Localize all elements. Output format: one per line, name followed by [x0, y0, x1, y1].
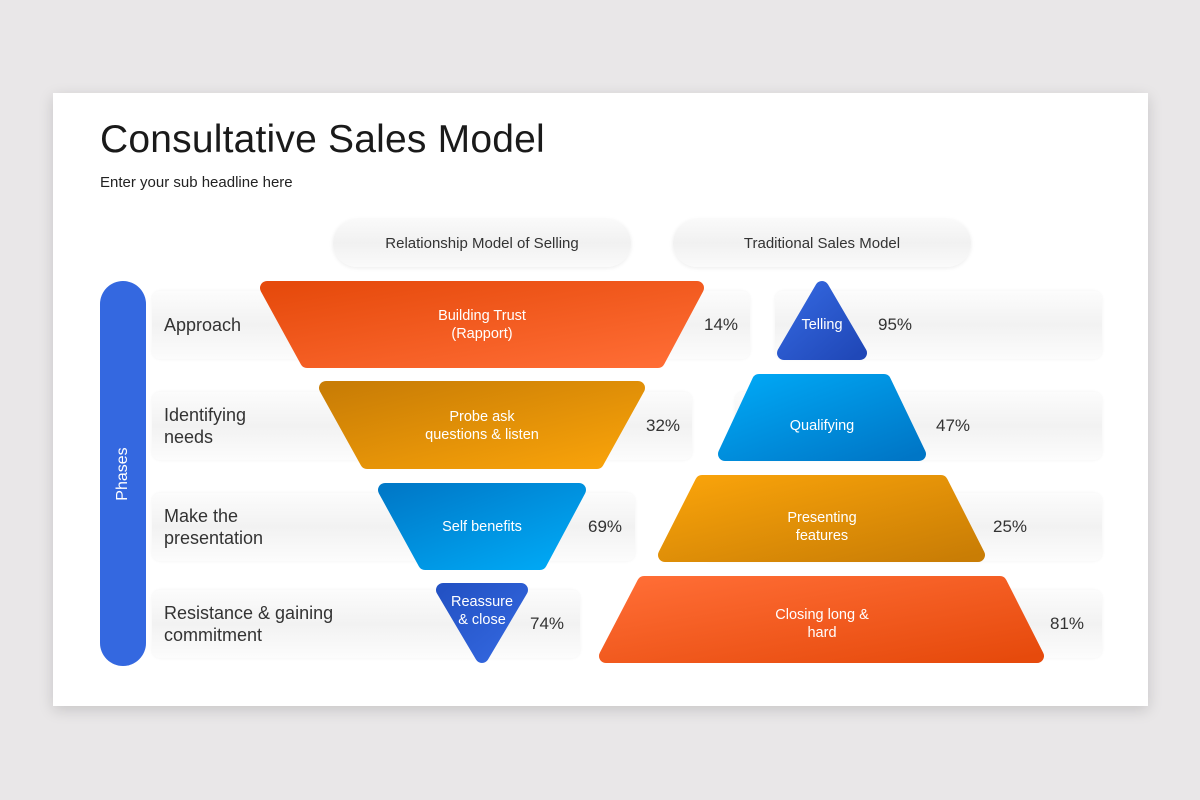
traditional-percent: 25%	[993, 517, 1028, 536]
page-title: Consultative Sales Model	[100, 118, 545, 161]
traditional-label: Qualifying	[789, 418, 855, 434]
relationship-shape	[319, 381, 645, 469]
traditional-shape	[599, 576, 1044, 663]
traditional-percent: 95%	[878, 315, 913, 334]
relationship-shape	[260, 281, 704, 368]
relationship-shape	[436, 583, 528, 663]
traditional-label: Closing long & hard	[775, 607, 869, 641]
column-header-relationship: Relationship Model of Selling	[333, 219, 631, 267]
relationship-label: Probe ask questions & listen	[425, 409, 539, 443]
relationship-label: Self benefits	[442, 519, 522, 535]
phases-bar: Phases	[100, 281, 146, 666]
relationship-shape	[378, 483, 586, 570]
page-subtitle: Enter your sub headline here	[100, 174, 293, 191]
traditional-label: Presenting features	[787, 510, 857, 544]
phase-label: Make the presentation	[164, 506, 264, 548]
traditional-label: Telling	[801, 317, 843, 333]
relationship-percent: 14%	[704, 315, 739, 334]
traditional-percent: 81%	[1050, 614, 1085, 633]
phase-label: Resistance & gaining commitment	[164, 603, 334, 645]
phase-label: Approach	[164, 315, 242, 335]
relationship-percent: 69%	[588, 517, 623, 536]
phase-label: Identifying needs	[164, 405, 247, 447]
traditional-shape	[718, 374, 926, 461]
relationship-label: Reassure & close	[450, 594, 514, 628]
relationship-percent: 74%	[530, 614, 565, 633]
traditional-shape	[658, 475, 985, 562]
column-header-traditional: Traditional Sales Model	[673, 219, 971, 267]
traditional-shape	[777, 281, 867, 360]
relationship-label: Building Trust (Rapport)	[438, 308, 526, 342]
traditional-percent: 47%	[936, 416, 971, 435]
relationship-percent: 32%	[646, 416, 681, 435]
